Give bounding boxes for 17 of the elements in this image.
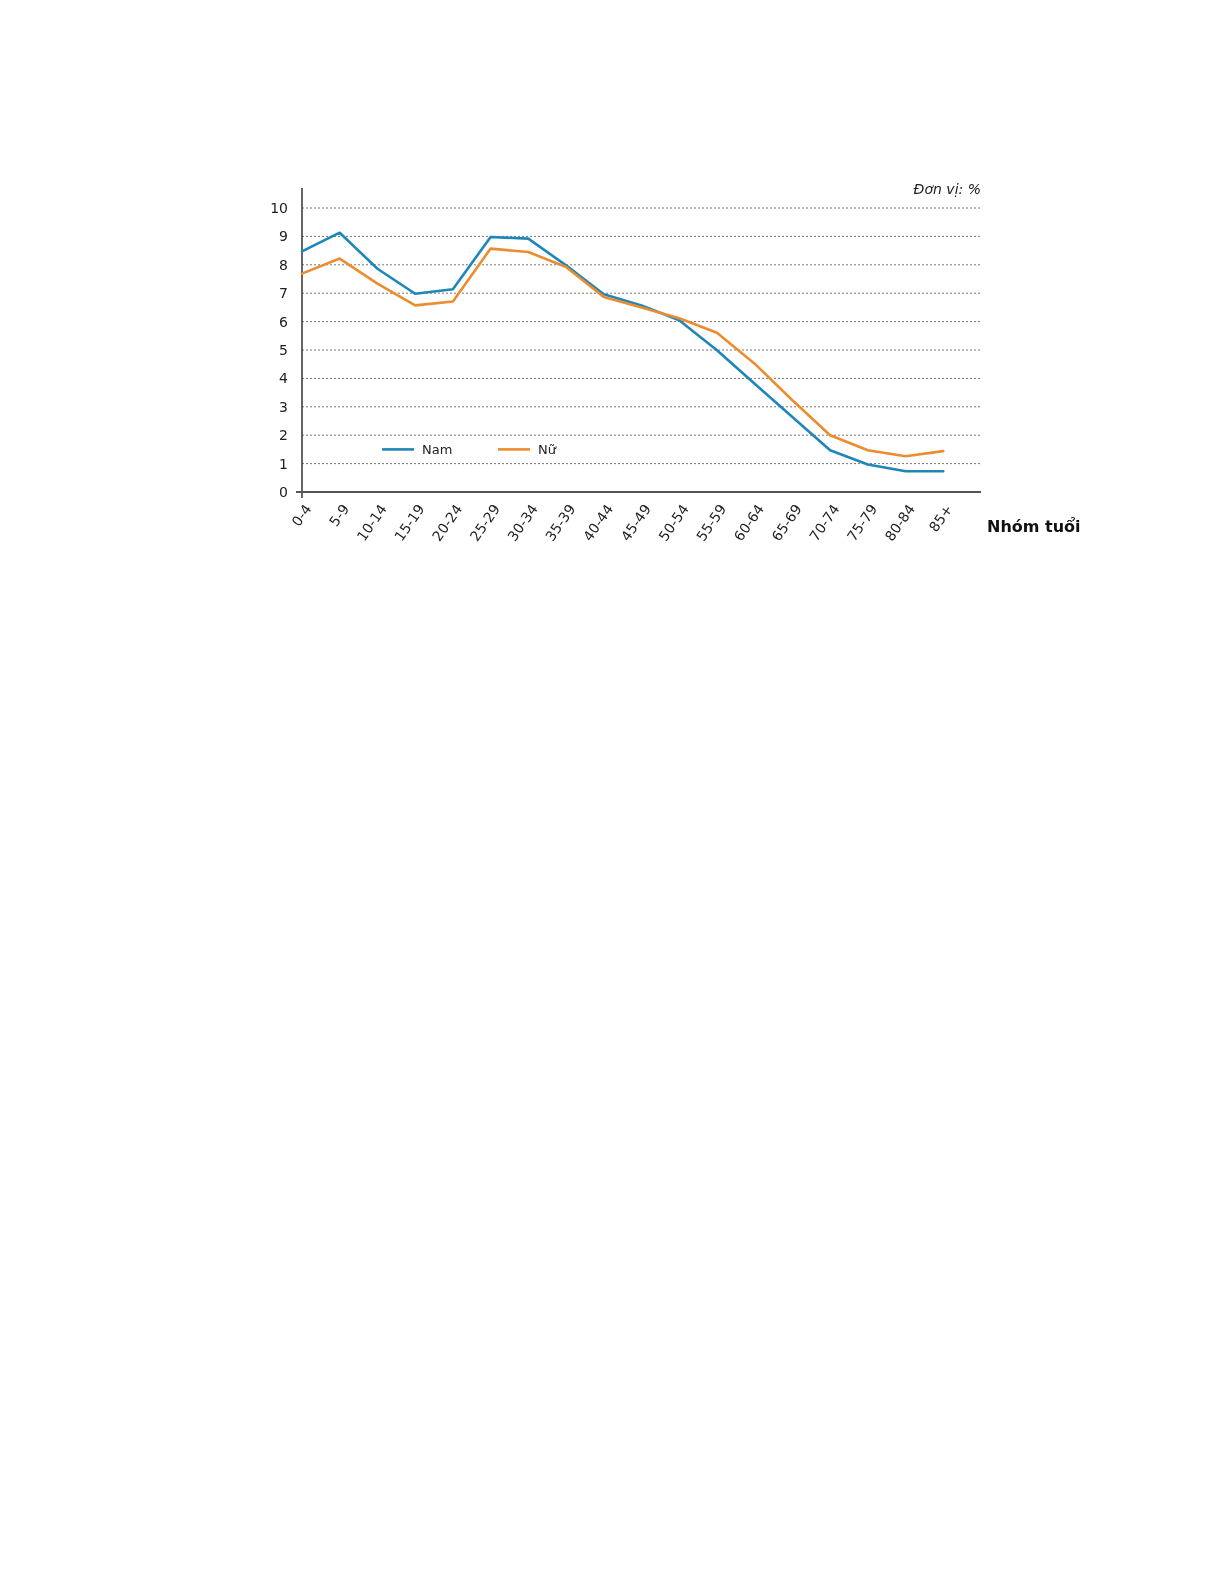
x-tick-label: 0-4 [288, 501, 315, 530]
y-tick-label: 10 [270, 199, 288, 216]
y-tick-label: 9 [279, 228, 288, 245]
y-tick-label: 8 [279, 256, 288, 273]
y-tick-label: 5 [279, 341, 288, 358]
y-tick-label: 2 [279, 427, 288, 444]
x-axis-title: Nhóm tuổi [987, 517, 1081, 536]
y-tick-label: 1 [279, 455, 288, 472]
legend-label: Nữ [538, 441, 557, 457]
y-tick-label: 0 [279, 483, 288, 500]
y-tick-label: 3 [279, 398, 288, 415]
y-tick-label: 7 [279, 285, 288, 302]
y-tick-label: 4 [279, 370, 289, 387]
y-tick-label: 6 [279, 313, 289, 330]
legend-label: Nam [422, 441, 453, 457]
text: Đơn vị: % [913, 181, 981, 197]
x-tick-label: 5-9 [325, 501, 353, 530]
